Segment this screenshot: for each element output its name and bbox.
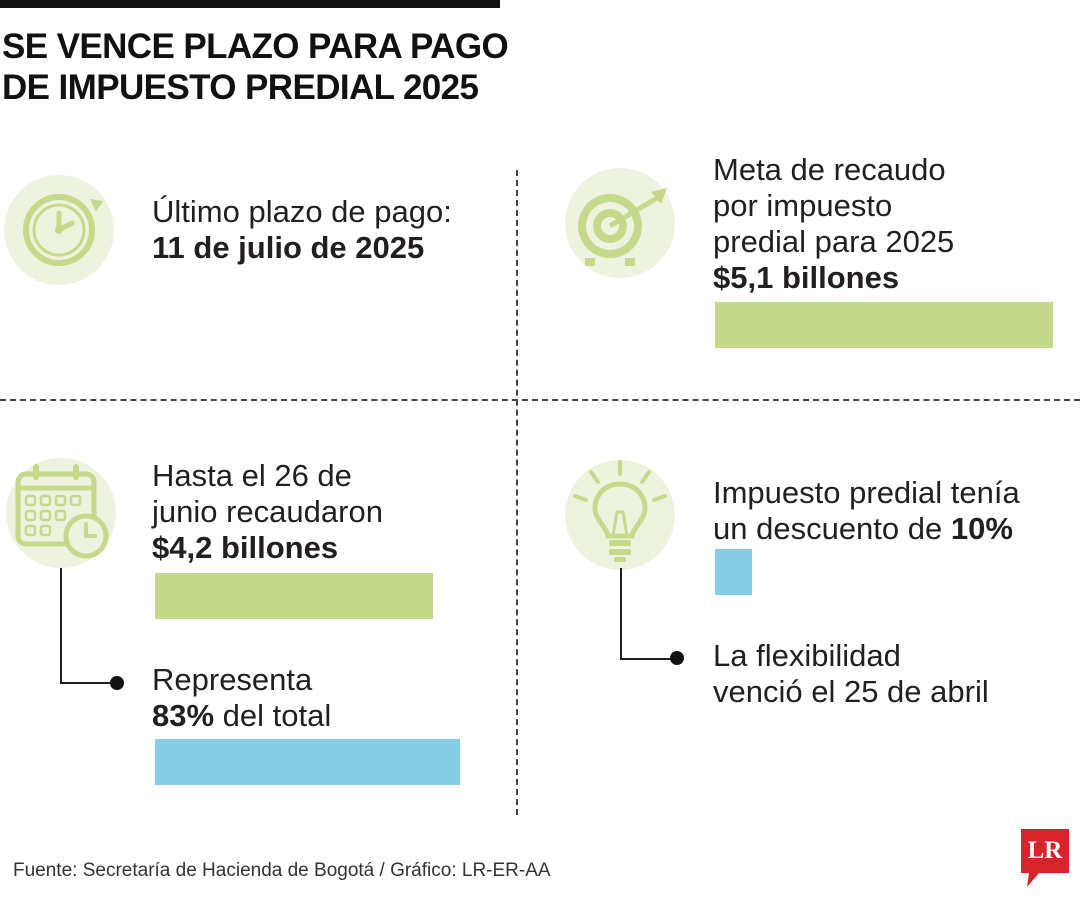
goal-text: Meta de recaudo por impuesto predial par… <box>713 152 954 296</box>
discount-line-1: Impuesto predial tenía <box>713 475 1020 510</box>
share-bar <box>155 739 460 785</box>
collected-line-2: junio recaudaron <box>152 494 383 529</box>
share-line-1: Representa <box>152 662 313 697</box>
discount-prefix: un descuento de <box>713 511 951 546</box>
collected-value: $4,2 billones <box>152 530 339 565</box>
deadline-label: Último plazo de pago: <box>152 194 452 229</box>
goal-line-1: Meta de recaudo <box>713 152 946 187</box>
share-suffix: del total <box>214 698 332 733</box>
collected-bar <box>155 573 433 619</box>
calendar-clock-icon <box>6 458 116 568</box>
top-rule <box>0 0 500 8</box>
flexibility-line-2: venció el 25 de abril <box>713 674 989 709</box>
target-icon <box>565 168 675 278</box>
collected-line-1: Hasta el 26 de <box>152 458 352 493</box>
logo-text: LR <box>1027 837 1063 864</box>
collected-text: Hasta el 26 de junio recaudaron $4,2 bil… <box>152 458 383 566</box>
title-line-2: DE IMPUESTO PREDIAL 2025 <box>2 68 479 107</box>
flexibility-line-1: La flexibilidad <box>713 638 901 673</box>
share-percent: 83% <box>152 698 215 733</box>
goal-value: $5,1 billones <box>713 260 900 295</box>
source-note: Fuente: Secretaría de Hacienda de Bogotá… <box>13 860 551 881</box>
deadline-value: 11 de julio de 2025 <box>152 230 425 265</box>
clock-icon <box>4 175 114 285</box>
goal-line-2: por impuesto <box>713 188 893 223</box>
share-line-2: 83% del total <box>152 698 331 734</box>
discount-bar <box>715 549 752 595</box>
lr-logo: LR <box>1021 829 1069 887</box>
goal-bar <box>715 302 1053 348</box>
page-title: SE VENCE PLAZO PARA PAGO DE IMPUESTO PRE… <box>2 26 509 108</box>
vertical-divider <box>516 170 518 815</box>
title-line-1: SE VENCE PLAZO PARA PAGO <box>2 27 509 66</box>
flexibility-text: La flexibilidad venció el 25 de abril <box>713 638 989 710</box>
discount-text: Impuesto predial tenía un descuento de 1… <box>713 475 1020 547</box>
share-connector <box>60 568 118 684</box>
share-connector-dot <box>110 676 124 690</box>
discount-percent: 10% <box>950 511 1013 546</box>
lightbulb-icon <box>565 460 675 570</box>
deadline-text: Último plazo de pago: 11 de julio de 202… <box>152 194 452 266</box>
horizontal-divider <box>0 399 1080 401</box>
flexibility-connector <box>620 568 678 660</box>
share-text: Representa 83% del total <box>152 662 331 734</box>
flexibility-connector-dot <box>670 651 684 665</box>
discount-line-2: un descuento de 10% <box>713 511 1020 547</box>
goal-line-3: predial para 2025 <box>713 224 955 259</box>
